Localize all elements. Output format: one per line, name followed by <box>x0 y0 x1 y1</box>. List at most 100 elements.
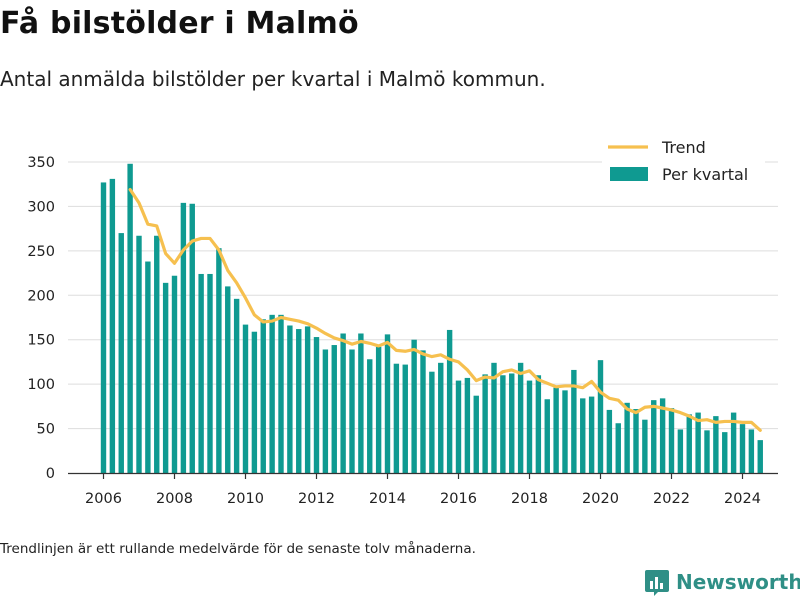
bar <box>225 286 231 473</box>
bar <box>278 314 284 473</box>
x-tick-label: 2020 <box>582 491 619 507</box>
bar-chart: 0 50 100 150 200 250 300 350 2006 2008 2010 2012 201… <box>27 133 778 507</box>
bar <box>100 182 107 473</box>
bar <box>322 349 329 473</box>
bar <box>606 409 613 473</box>
bar <box>384 334 391 473</box>
y-tick-label: 100 <box>27 377 55 393</box>
bar <box>420 350 426 473</box>
bar <box>722 432 728 473</box>
bar <box>713 416 719 473</box>
x-tick-label: 2016 <box>440 491 477 507</box>
bar <box>331 345 337 473</box>
bar <box>296 329 302 473</box>
bar <box>659 398 666 473</box>
bar <box>438 362 444 473</box>
bar <box>571 369 577 473</box>
bar <box>109 178 116 473</box>
brand-logo[interactable]: Newsworthy <box>644 568 800 596</box>
x-tick-label: 2008 <box>156 491 193 507</box>
legend-label-bars: Per kvartal <box>662 165 748 184</box>
x-tick-label: 2024 <box>724 491 761 507</box>
legend-box <box>602 133 765 191</box>
bar <box>358 333 364 473</box>
x-tick-label: 2006 <box>85 491 122 507</box>
bar <box>757 440 763 473</box>
bar <box>367 359 373 473</box>
bar <box>233 298 240 473</box>
bar <box>402 364 408 473</box>
bar <box>730 412 737 473</box>
bar <box>162 282 169 473</box>
x-tick-label: 2014 <box>369 491 406 507</box>
y-tick-label: 250 <box>27 244 55 260</box>
brand-name: Newsworthy <box>676 570 800 594</box>
bar <box>145 261 151 473</box>
bar <box>739 424 746 473</box>
bar <box>517 362 524 473</box>
bar <box>118 233 124 473</box>
x-tick-label: 2018 <box>511 491 548 507</box>
bar <box>216 248 222 473</box>
bar <box>464 377 471 473</box>
bar <box>642 419 648 473</box>
y-tick-label: 350 <box>27 155 55 171</box>
bar <box>597 360 604 473</box>
bar <box>455 380 462 473</box>
y-tick-label: 200 <box>27 288 55 304</box>
bar <box>171 275 178 473</box>
bar <box>553 387 559 473</box>
bar <box>304 326 311 473</box>
bar <box>686 414 692 473</box>
bar-chart-icon <box>645 570 669 596</box>
bar <box>180 202 187 473</box>
bar <box>207 273 213 473</box>
bar <box>535 375 542 473</box>
bar <box>526 380 533 473</box>
legend-swatch-bars <box>610 167 648 181</box>
bar <box>544 399 550 473</box>
bar <box>287 325 293 473</box>
x-tick-label: 2010 <box>227 491 264 507</box>
bar <box>482 374 488 473</box>
bar <box>651 400 657 473</box>
bar <box>260 319 266 473</box>
bar <box>704 430 710 473</box>
bar <box>189 203 195 473</box>
bar <box>615 423 621 473</box>
footnote: Trendlinjen är ett rullande medelvärde f… <box>0 541 476 557</box>
y-tick-label: 150 <box>27 333 55 349</box>
bar <box>580 398 586 473</box>
bar <box>349 349 355 473</box>
bar <box>624 402 630 473</box>
bar <box>562 390 568 473</box>
bar <box>127 163 133 473</box>
bar <box>393 363 400 473</box>
bar <box>269 314 275 473</box>
bar <box>473 395 479 473</box>
trend-line <box>128 187 762 432</box>
bar <box>668 408 675 473</box>
bar <box>154 235 160 473</box>
x-tick-label: 2012 <box>298 491 335 507</box>
bar <box>429 371 435 473</box>
y-tick-label: 50 <box>37 422 55 438</box>
bar <box>500 375 506 473</box>
bar <box>340 333 346 473</box>
y-tick-label: 0 <box>46 466 55 482</box>
bar <box>375 346 382 473</box>
legend-label-trend: Trend <box>661 138 706 157</box>
bar <box>677 429 684 473</box>
bar <box>242 324 249 473</box>
bar <box>748 429 755 473</box>
bar <box>251 331 258 473</box>
bar <box>633 409 639 473</box>
bar <box>695 412 701 473</box>
page-title: Få bilstölder i Malmö <box>0 6 359 41</box>
bar <box>411 339 417 473</box>
bar <box>136 235 142 473</box>
bar <box>446 329 453 473</box>
bar <box>491 362 497 473</box>
bar <box>509 373 515 473</box>
y-tick-label: 300 <box>27 199 55 215</box>
